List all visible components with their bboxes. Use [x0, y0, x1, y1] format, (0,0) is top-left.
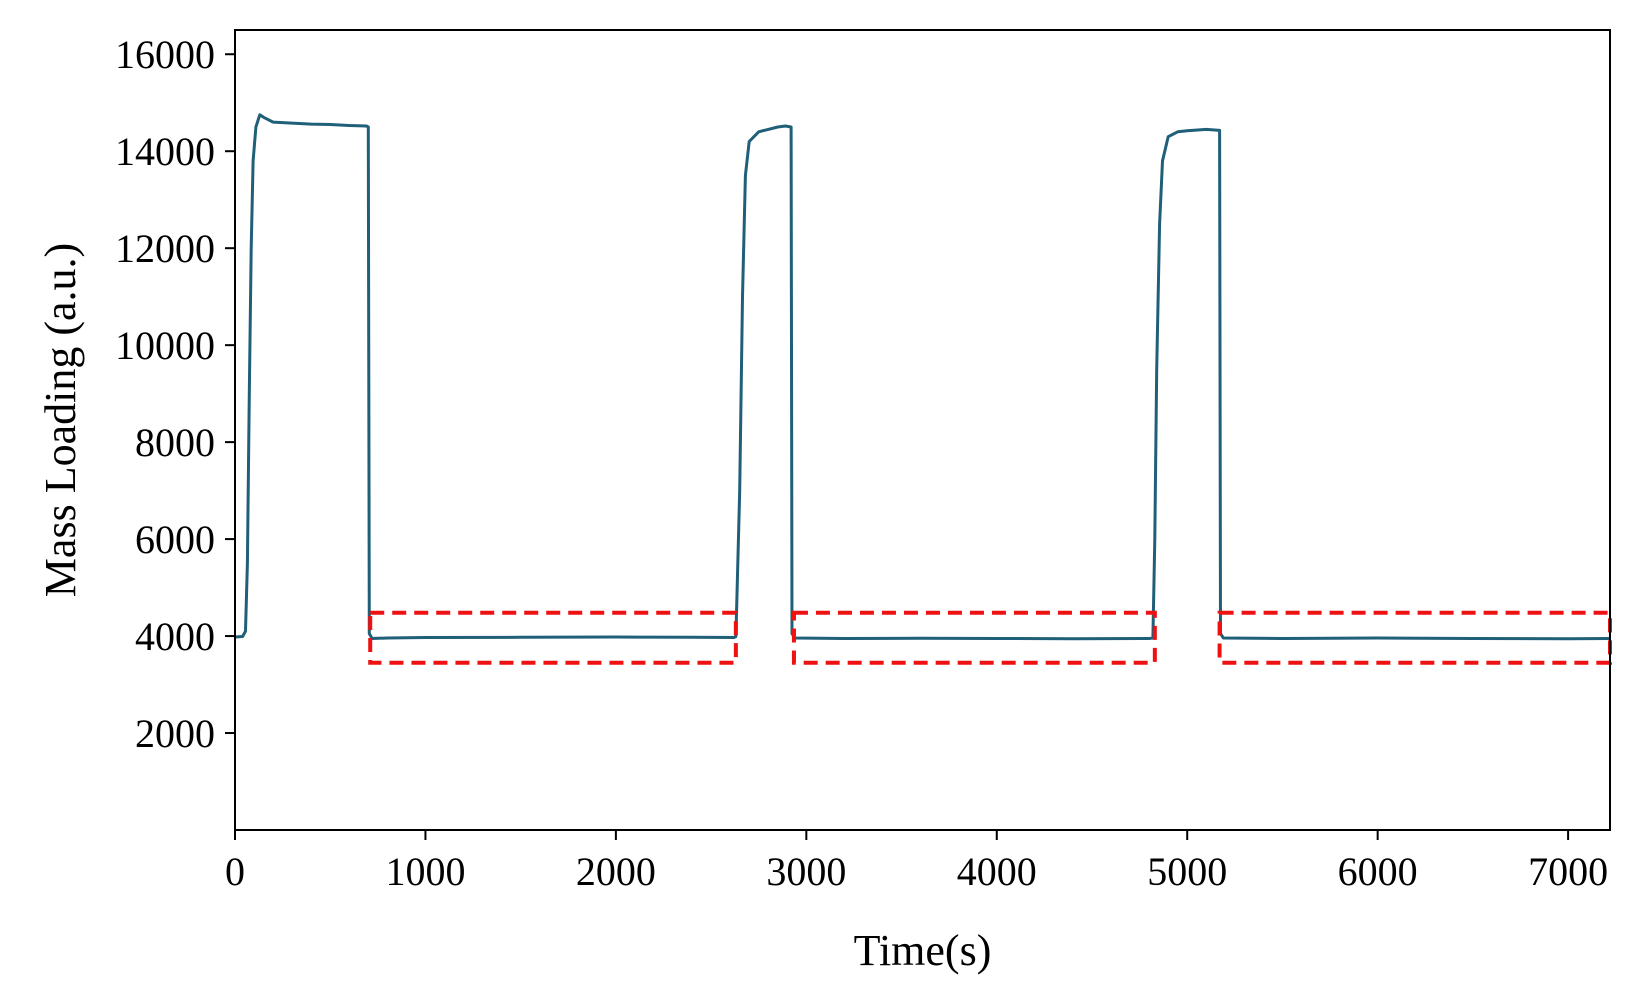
y-tick-label: 14000 [115, 129, 215, 174]
y-tick-label: 10000 [115, 323, 215, 368]
x-tick-label: 5000 [1147, 849, 1227, 894]
x-tick-label: 7000 [1528, 849, 1608, 894]
x-tick-label: 6000 [1338, 849, 1418, 894]
y-axis-ticks: 2000 4000 6000 8000 10000 12000 14000 16000 [115, 32, 235, 756]
y-tick-label: 6000 [135, 517, 215, 562]
y-tick-label: 16000 [115, 32, 215, 77]
y-tick-label: 2000 [135, 711, 215, 756]
plot-frame [234, 29, 1611, 831]
x-axis-title: Time(s) [854, 926, 992, 975]
series-line-1 [234, 113, 1611, 641]
x-tick-label: 0 [225, 849, 245, 894]
highlight-box-2 [791, 610, 1157, 665]
x-tick-label: 4000 [957, 849, 1037, 894]
x-tick-label: 3000 [766, 849, 846, 894]
y-tick-label: 8000 [135, 420, 215, 465]
x-tick-label: 2000 [576, 849, 656, 894]
y-axis-title: Mass Loading (a.u.) [36, 243, 85, 597]
x-tick-label: 1000 [385, 849, 465, 894]
y-tick-label: 4000 [135, 614, 215, 659]
highlight-box-1 [368, 610, 738, 665]
y-tick-label: 12000 [115, 226, 215, 271]
x-axis-ticks: 0 1000 2000 3000 4000 5000 6000 7000 [225, 830, 1608, 894]
marks [234, 113, 1613, 665]
